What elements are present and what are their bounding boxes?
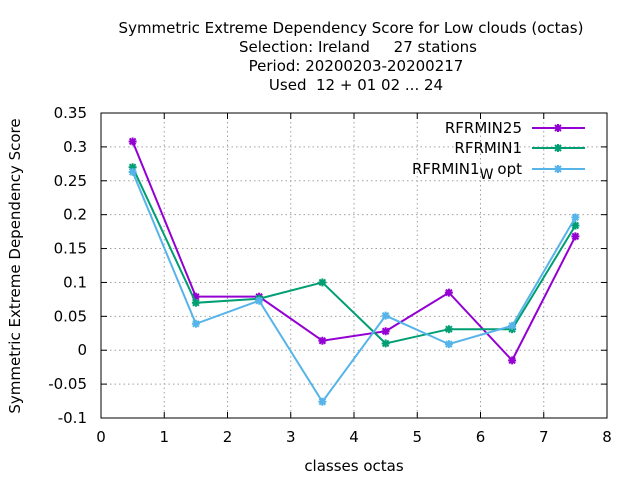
- series-line-1: [131, 141, 577, 363]
- axis-ticks: 0 1 2 3 4 5 6 7 8 -0.1 -0.05 0 0.05 0.1 0.15 0.2 0.25 0.3…: [48, 104, 612, 446]
- series-3-point: [128, 167, 137, 176]
- legend-label-name: RFRMIN1: [454, 139, 522, 157]
- x-tick-label: 2: [223, 428, 233, 446]
- legend-marker: [554, 165, 562, 173]
- title-line-1: Symmetric Extreme Dependency Score for L…: [119, 19, 584, 37]
- legend-item-3: RFRMIN1W opt: [412, 160, 585, 183]
- y-tick-label: 0.3: [63, 138, 87, 156]
- series-3-point: [255, 296, 264, 305]
- grid: [101, 113, 607, 418]
- series-3-point: [571, 213, 580, 222]
- series-2-point: [381, 339, 390, 348]
- x-tick-label: 8: [602, 428, 612, 446]
- y-axis-label: Symmetric Extreme Dependency Score: [6, 118, 24, 413]
- x-tick-label: 4: [349, 428, 359, 446]
- title-line-4: Used 12 + 01 02 ... 24: [269, 76, 443, 94]
- legend-label-name: RFRMIN1: [412, 160, 480, 178]
- series-2-point: [318, 278, 327, 287]
- y-tick-label: 0.1: [63, 273, 87, 291]
- series-1-point: [508, 356, 517, 365]
- legend-item-2: RFRMIN1: [454, 139, 585, 157]
- y-tick-label: 0: [77, 341, 87, 359]
- series-1-point: [444, 288, 453, 297]
- series-3-point: [381, 311, 390, 320]
- series-line-2: [131, 166, 577, 345]
- legend-label-subscript: W: [480, 167, 494, 183]
- x-tick-label: 0: [96, 428, 106, 446]
- x-tick-label: 5: [412, 428, 422, 446]
- legend-label: RFRMIN25: [445, 119, 522, 137]
- y-tick-label: 0.2: [63, 206, 87, 224]
- series-1-point: [381, 327, 390, 336]
- legend-marker: [554, 124, 562, 132]
- series-line-3: [131, 171, 577, 404]
- legend-label-suffix: opt: [497, 160, 522, 178]
- series-2-point: [571, 221, 580, 230]
- legend-label: RFRMIN1: [454, 139, 522, 157]
- y-tick-label: -0.05: [48, 375, 87, 393]
- plot-frame: [100, 112, 608, 419]
- y-tick-label: 0.15: [54, 240, 87, 258]
- title-line-3: Period: 20200203-20200217: [249, 57, 464, 75]
- series-1-point: [571, 232, 580, 241]
- legend-marker: [554, 144, 562, 152]
- x-tick-label: 1: [159, 428, 169, 446]
- x-axis-label: classes octas: [304, 457, 404, 475]
- series-3-point: [444, 340, 453, 349]
- series-2-point: [191, 298, 200, 307]
- series-3-point: [318, 397, 327, 406]
- y-tick-label: -0.1: [58, 409, 87, 427]
- y-tick-label: 0.35: [54, 104, 87, 122]
- x-tick-label: 3: [286, 428, 296, 446]
- title-line-2: Selection: Ireland 27 stations: [239, 38, 477, 56]
- series-1-point: [128, 137, 137, 146]
- series-3-point: [191, 319, 200, 328]
- series-1-point: [318, 336, 327, 345]
- y-tick-label: 0.25: [54, 172, 87, 190]
- x-tick-label: 7: [539, 428, 549, 446]
- series-group: [128, 137, 580, 406]
- legend-item-1: RFRMIN25: [445, 119, 585, 137]
- legend-label-name: RFRMIN25: [445, 119, 522, 137]
- chart-title: Symmetric Extreme Dependency Score for L…: [119, 19, 584, 94]
- series-2-point: [444, 325, 453, 334]
- y-tick-label: 0.05: [54, 307, 87, 325]
- x-tick-label: 6: [476, 428, 486, 446]
- series-3-point: [508, 321, 517, 330]
- legend-label: RFRMIN1W opt: [412, 160, 522, 183]
